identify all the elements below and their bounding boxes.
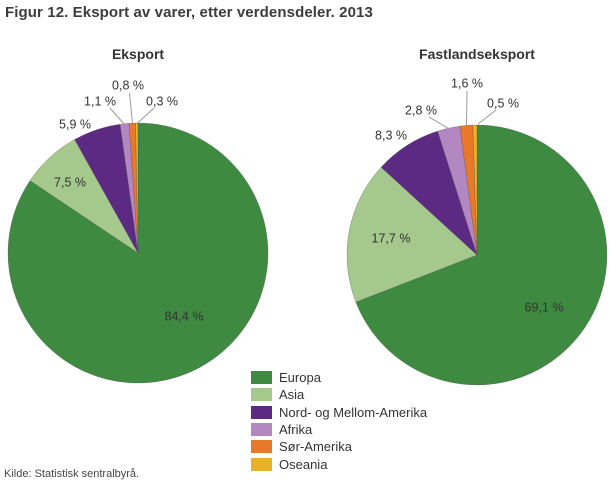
pie-slice-asia[interactable]	[346, 166, 478, 303]
pie-label-oseania: 0,5 %	[487, 97, 519, 111]
leader-line-s-r-amerika	[129, 92, 133, 124]
pie-label-afrika: 2,8 %	[405, 104, 437, 118]
legend-label: Oseania	[279, 456, 328, 472]
pie-label-asia: 7,5 %	[54, 176, 86, 190]
pie-label-nord-og-mellom-amerika: 5,9 %	[59, 118, 91, 132]
leader-line-oseania	[477, 109, 497, 125]
pie-label-afrika: 1,1 %	[84, 95, 116, 109]
leader-line-s-r-amerika	[466, 90, 468, 126]
source-note: Kilde: Statistisk sentralbyrå.	[4, 468, 140, 480]
legend-label: Nord- og Mellom-Amerika	[279, 404, 428, 420]
legend-swatch-europa	[251, 371, 272, 385]
pie-slice-oseania[interactable]	[472, 124, 478, 256]
legend-swatch-nord-og-mellom-amerika	[251, 405, 272, 419]
figure-title: Figur 12. Eksport av varer, etter verden…	[5, 4, 373, 21]
pie-label-s-r-amerika: 1,6 %	[451, 77, 483, 91]
pie-label-oseania: 0,3 %	[146, 95, 178, 109]
leader-line-afrika	[428, 116, 449, 129]
legend-item-oseania[interactable]: Oseania	[251, 455, 427, 472]
legend-item-europa[interactable]: Europa	[251, 369, 427, 386]
legend-item-asia[interactable]: Asia	[251, 386, 427, 403]
legend-swatch-asia	[251, 388, 272, 402]
pie-label-asia: 17,7 %	[372, 232, 411, 246]
legend-swatch-afrika	[251, 423, 272, 437]
pie-slice-europa[interactable]	[355, 124, 608, 386]
pie-label-s-r-amerika: 0,8 %	[112, 79, 144, 93]
pie-title-fastlandseksport: Fastlandseksport	[419, 46, 535, 62]
legend-label: Afrika	[279, 422, 313, 438]
legend-item-sor-amerika[interactable]: Sør-Amerika	[251, 438, 427, 455]
legend: Europa Asia Nord- og Mellom-Amerika Afri…	[251, 369, 427, 473]
legend-label: Asia	[279, 387, 305, 403]
leader-line-oseania	[136, 107, 155, 124]
leader-line-afrika	[109, 107, 125, 125]
legend-label: Europa	[279, 370, 321, 386]
pie-label-nord-og-mellom-amerika: 8,3 %	[375, 129, 407, 143]
legend-swatch-sor-amerika	[251, 440, 272, 454]
pie-title-eksport: Eksport	[111, 46, 165, 62]
legend-label: Sør-Amerika	[279, 439, 352, 455]
legend-item-nord-og-mellom-amerika[interactable]: Nord- og Mellom-Amerika	[251, 404, 427, 421]
legend-swatch-oseania	[251, 457, 272, 471]
pie-label-europa: 69,1 %	[525, 301, 564, 315]
legend-item-afrika[interactable]: Afrika	[251, 421, 427, 438]
pie-label-europa: 84,4 %	[165, 310, 204, 324]
